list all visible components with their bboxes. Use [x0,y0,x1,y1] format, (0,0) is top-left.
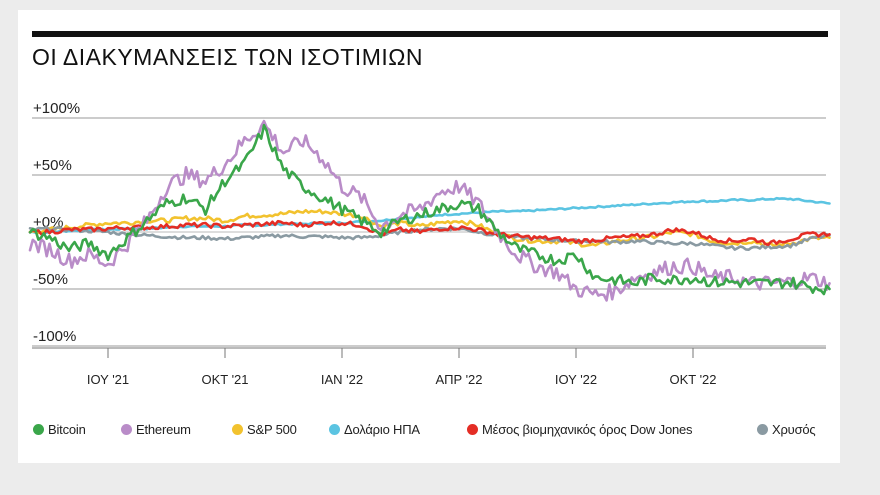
x-tick-label: ΙΟΥ '21 [87,372,129,387]
x-tick-label: ΟΚΤ '22 [669,372,716,387]
x-tick-label: ΙΟΥ '22 [555,372,597,387]
legend-label: Bitcoin [48,422,86,437]
series-line-ethereum [28,119,831,302]
legend-label: Ethereum [136,422,191,437]
legend-item-dow-jones: Μέσος βιομηχανικός όρος Dow Jones [467,422,693,437]
x-tick-label: ΙΑΝ '22 [321,372,363,387]
series-lines [28,119,831,302]
legend-label: S&P 500 [247,422,297,437]
legend-label: Δολάριο ΗΠΑ [344,422,420,437]
series-line-μ-σος-βιομηχανικ-ς-ρος-dow-jones [28,219,831,247]
series-line-bitcoin [28,123,831,296]
legend-item-gold: Χρυσός [757,422,816,437]
legend-swatch [757,424,768,435]
chart-title: ΟΙ ΔΙΑΚΥΜΑΝΣΕΙΣ ΤΩΝ ΙΣΟΤΙΜΙΩΝ [32,44,424,70]
y-tick-label: -100% [33,328,76,345]
legend-label: Χρυσός [772,422,816,437]
legend-swatch [232,424,243,435]
title-rule [32,31,828,37]
legend-item-sp500: S&P 500 [232,422,297,437]
x-axis: ΙΟΥ '21 ΟΚΤ '21 ΙΑΝ '22 ΑΠΡ '22 ΙΟΥ '22 ΟΚΤ '… [32,347,826,387]
legend-swatch [33,424,44,435]
y-tick-label: +100% [33,100,80,117]
legend-swatch [467,424,478,435]
legend: Bitcoin Ethereum S&P 500 Δολάριο ΗΠΑ Μέσ… [33,422,833,442]
legend-swatch [329,424,340,435]
x-tick-label: ΟΚΤ '21 [201,372,248,387]
y-tick-label: +50% [33,157,72,174]
legend-item-bitcoin: Bitcoin [33,422,86,437]
grid-lines [32,117,826,347]
legend-swatch [121,424,132,435]
legend-label: Μέσος βιομηχανικός όρος Dow Jones [482,422,693,437]
y-axis-labels: +100% +50% +0% -50% -100% [33,100,80,345]
x-tick-label: ΑΠΡ '22 [435,372,482,387]
legend-item-ethereum: Ethereum [121,422,191,437]
legend-item-usd: Δολάριο ΗΠΑ [329,422,420,437]
y-tick-label: -50% [33,271,68,288]
y-tick-label: +0% [33,214,63,231]
